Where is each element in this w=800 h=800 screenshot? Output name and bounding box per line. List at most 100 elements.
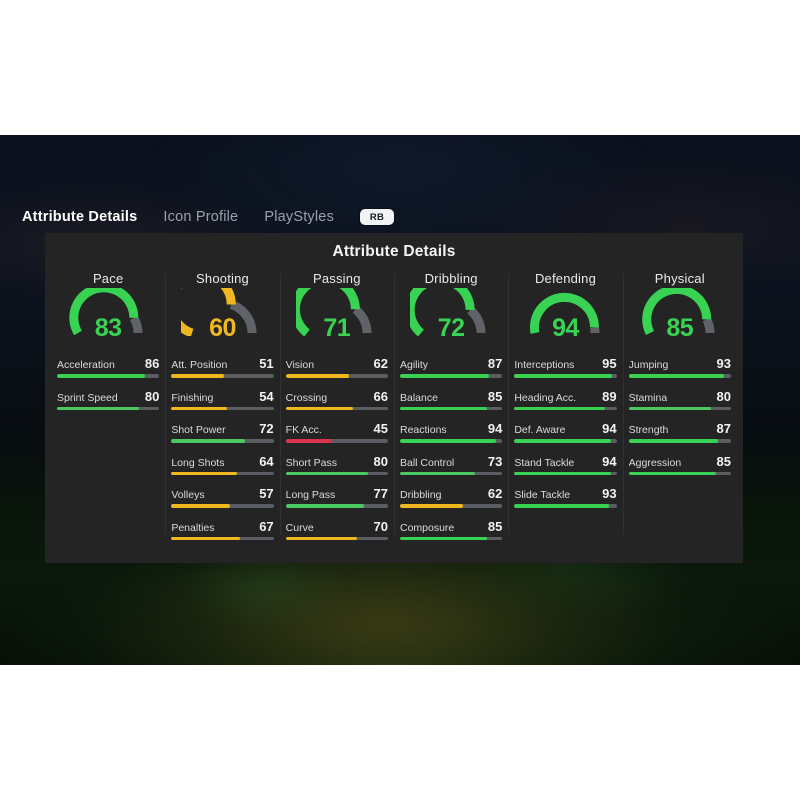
stat-bar [285, 536, 388, 540]
tab-icon-profile[interactable]: Icon Profile [163, 209, 239, 225]
stat-value: 64 [259, 453, 274, 469]
stat-bar-fill [399, 536, 487, 540]
rating-gauge-wrap: 94 [514, 288, 616, 341]
stat-row: Heading Acc. 89 [514, 389, 617, 410]
stat-line: FK Acc. 45 [286, 421, 388, 436]
attribute-column-physical: Physical 85 Jumping 93 Stamina 80 Strength 87 Ag… [622, 271, 737, 551]
rating-value: 94 [552, 314, 579, 342]
stat-row: Finishing 54 [171, 389, 274, 410]
rating-gauge: 83 [67, 288, 149, 341]
stat-name: Stand Tackle [514, 456, 575, 469]
rb-bumper-badge[interactable]: RB [360, 209, 395, 225]
stat-value: 94 [602, 421, 617, 436]
rating-value: 71 [323, 314, 351, 342]
stat-line: Heading Acc. 89 [514, 389, 616, 404]
stat-value: 80 [144, 388, 160, 404]
stat-bar-fill [514, 504, 610, 508]
stat-name: Vision [285, 359, 315, 371]
stat-row: Shot Power 72 [171, 421, 274, 443]
stat-line: Att. Position 51 [171, 356, 273, 371]
stat-name: Curve [285, 521, 314, 534]
stat-line: Composure 85 [400, 519, 502, 534]
stat-value: 62 [373, 356, 388, 371]
stat-bar-fill [514, 439, 611, 443]
attribute-column-shooting: Shooting 60 Att. Position 51 Finishing 54 Shot… [165, 271, 279, 551]
stat-line: Balance 85 [400, 389, 502, 404]
stat-name: Ball Control [399, 456, 455, 469]
stat-line: Short Pass 80 [286, 454, 388, 469]
stat-bar-fill [399, 439, 497, 443]
stat-bar [285, 406, 388, 410]
stat-name: Composure [399, 521, 455, 534]
stat-name: Interceptions [514, 359, 575, 371]
stat-bar [171, 406, 274, 410]
stat-bar [399, 471, 503, 475]
stat-value: 66 [373, 388, 388, 404]
stat-name: Jumping [628, 359, 669, 371]
stat-bar-fill [285, 374, 350, 378]
stat-list: Agility 87 Balance 85 Reactions 94 Ball Contro… [399, 356, 503, 540]
rating-gauge-wrap: 60 [171, 288, 273, 342]
stat-line: Interceptions 95 [514, 356, 616, 371]
stat-bar [628, 406, 731, 410]
stat-line: Shot Power 72 [171, 421, 273, 436]
stat-line: Ball Control 73 [400, 454, 502, 469]
stat-name: Att. Position [171, 359, 228, 371]
stat-bar-fill [285, 536, 358, 540]
stat-bar-fill [514, 374, 612, 378]
stat-bar [399, 439, 503, 443]
stat-bar [171, 439, 274, 443]
stat-line: Long Pass 77 [286, 486, 388, 501]
stat-line: Long Shots 64 [171, 454, 273, 469]
stat-row: Att. Position 51 [171, 356, 274, 378]
stat-bar-fill [399, 406, 487, 410]
stat-bar-fill [285, 439, 332, 443]
stat-value: 93 [602, 486, 617, 501]
stat-bar [514, 471, 617, 475]
stat-value: 85 [716, 453, 731, 469]
tab-attribute-details[interactable]: Attribute Details [22, 209, 138, 225]
stat-line: Def. Aware 94 [514, 421, 616, 436]
stat-name: Agility [399, 359, 428, 371]
rating-gauge-wrap: 85 [629, 288, 731, 341]
stat-list: Interceptions 95 Heading Acc. 89 Def. Aware 9… [514, 356, 617, 508]
stat-row: Interceptions 95 [514, 356, 617, 378]
stat-bar-fill [399, 471, 475, 475]
stat-bar-fill [171, 374, 224, 378]
stat-row: Agility 87 [399, 356, 503, 378]
stat-bar-fill [171, 471, 237, 475]
stat-value: 80 [716, 388, 731, 404]
stat-row: Short Pass 80 [285, 454, 388, 475]
stat-value: 95 [602, 356, 617, 371]
rating-gauge: 94 [524, 288, 606, 341]
stat-row: Strength 87 [628, 421, 731, 443]
stat-bar-fill [514, 406, 606, 410]
rating-value: 60 [209, 314, 236, 342]
stat-row: Vision 62 [285, 356, 388, 378]
tab-bar: Attribute Details Icon Profile PlayStyles R… [22, 209, 395, 225]
stat-name: Shot Power [171, 424, 226, 436]
tab-playstyles[interactable]: PlayStyles [264, 209, 335, 225]
stat-name: Stamina [628, 391, 668, 404]
stat-value: 70 [373, 518, 388, 534]
stat-row: Stamina 80 [628, 388, 731, 410]
stat-bar-fill [285, 504, 365, 508]
stat-list: Jumping 93 Stamina 80 Strength 87 Aggression 85 [628, 356, 731, 475]
stat-value: 93 [716, 356, 731, 371]
stat-bar [285, 439, 388, 443]
stat-name: Crossing [285, 391, 328, 404]
attribute-column-dribbling: Dribbling 72 Agility 87 Balance 85 Reactions 94… [393, 271, 508, 551]
stat-bar-fill [628, 439, 718, 443]
stat-line: Reactions 94 [400, 421, 502, 436]
stat-value: 94 [487, 421, 503, 436]
stat-bar-fill [628, 374, 724, 378]
column-title: Passing [312, 271, 361, 286]
stat-name: Aggression [628, 456, 682, 469]
attribute-columns: Pace 83 Acceleration 86 Sprint Speed 80 Shooti… [45, 271, 743, 551]
stat-bar-fill [628, 471, 716, 475]
stat-row: Penalties 67 [171, 519, 274, 540]
stat-value: 51 [259, 356, 274, 371]
column-title: Pace [92, 271, 124, 286]
stat-value: 94 [602, 453, 617, 469]
stat-name: FK Acc. [285, 424, 322, 436]
